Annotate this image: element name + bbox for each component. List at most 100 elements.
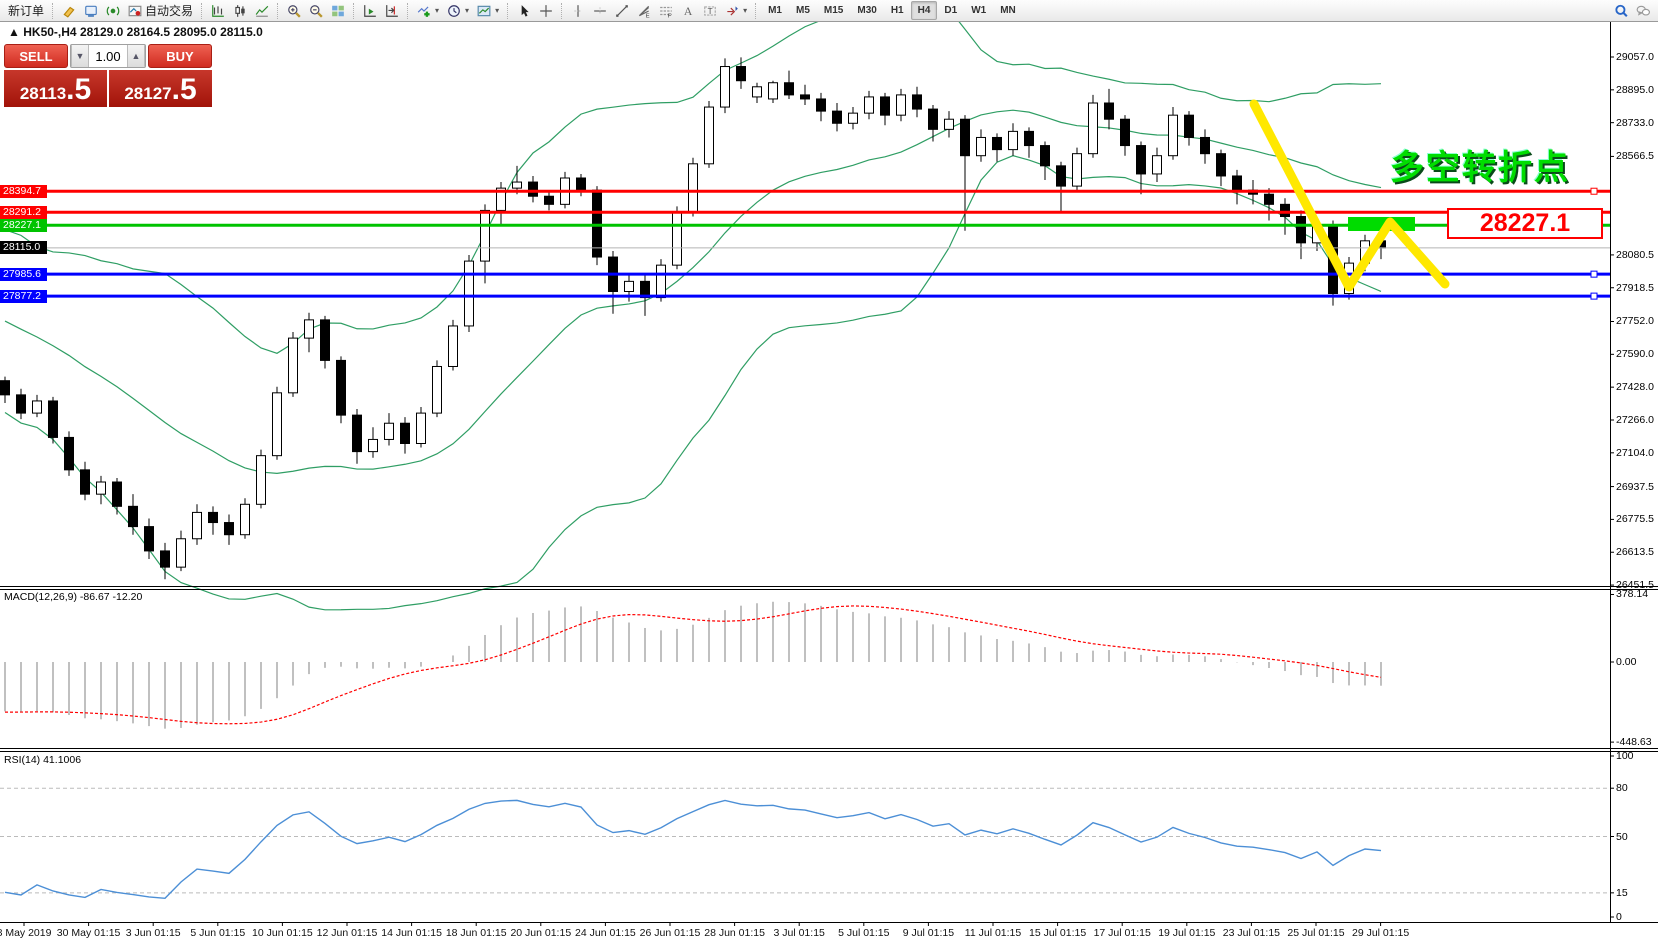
timeframe-h1-button[interactable]: H1	[890, 5, 904, 16]
cursor-button[interactable]	[513, 0, 535, 21]
timeframe-m1-button[interactable]: M1	[768, 5, 782, 16]
timeframe-w1-button[interactable]: W1	[971, 5, 987, 16]
svg-text:A: A	[684, 5, 693, 18]
zoom-in-icon	[288, 4, 301, 18]
auto-scroll-icon	[364, 4, 376, 17]
toolbar: 新订单 自动交易 ▾ ▾ ▾ E F A T ▾ M1 M5 M15 M30 H1 H4 D1 W1 MN	[0, 0, 1658, 22]
chart-window-button[interactable]	[80, 0, 102, 21]
fibonacci-retracement-icon: E	[638, 5, 650, 18]
crosshair-icon	[540, 4, 552, 17]
timeframe-m30-button[interactable]: M30	[857, 5, 877, 16]
text-label-icon: T	[704, 5, 716, 16]
candlestick-chart-button[interactable]	[229, 0, 251, 21]
buy-price[interactable]: 28127.5	[109, 70, 212, 107]
svg-text:T: T	[708, 7, 713, 16]
tile-windows-icon	[332, 5, 344, 16]
auto-trading-button[interactable]: 自动交易	[124, 0, 197, 21]
auto-trading-icon	[128, 5, 142, 16]
line-handle[interactable]	[1, 270, 9, 278]
line-chart-icon	[255, 5, 269, 17]
toolbar-separator	[407, 2, 409, 19]
crosshair-button[interactable]	[535, 0, 557, 21]
volume-stepper: ▼ ▲	[70, 44, 146, 68]
macd-pane	[4, 601, 1382, 729]
toolbar-separator	[755, 2, 757, 19]
horizontal-line-button[interactable]	[589, 0, 611, 21]
volume-increase-button[interactable]: ▲	[127, 45, 145, 67]
zoom-out-button[interactable]	[305, 0, 327, 21]
volume-decrease-button[interactable]: ▼	[71, 45, 89, 67]
chevron-down-icon: ▾	[743, 6, 748, 15]
trendline-button[interactable]	[611, 0, 633, 21]
vertical-line-button[interactable]	[567, 0, 589, 21]
timeframe-h4-button[interactable]: H4	[910, 1, 938, 20]
cursor-icon	[521, 4, 529, 17]
toolbar-separator	[201, 2, 203, 19]
volume-input[interactable]	[89, 45, 127, 67]
text-label-button[interactable]: T	[699, 0, 721, 21]
rsi-line	[4, 799, 1382, 900]
timeframe-mn-button[interactable]: MN	[1000, 5, 1016, 16]
timeframe-m15-button[interactable]: M15	[823, 5, 844, 16]
timeframe-d1-button[interactable]: D1	[944, 5, 958, 16]
line-handle[interactable]	[1590, 292, 1598, 300]
trendline-icon	[616, 4, 628, 17]
chart-window-icon	[85, 5, 97, 17]
chart-annotations[interactable]	[1249, 99, 1450, 292]
chat-icon	[1636, 5, 1650, 16]
svg-text:F: F	[668, 13, 672, 18]
indicators-button[interactable]: ▾	[413, 0, 443, 21]
timeframe-m5-button[interactable]: M5	[796, 5, 810, 16]
templates-button[interactable]: ▾	[473, 0, 503, 21]
sell-button[interactable]: SELL	[4, 44, 68, 68]
trend-zigzag[interactable]	[1249, 99, 1450, 292]
market-signal-icon	[106, 6, 120, 15]
line-handle[interactable]	[1590, 208, 1598, 216]
auto-trading-label: 自动交易	[145, 4, 194, 18]
bar-chart-button[interactable]	[207, 0, 229, 21]
market-signal-button[interactable]	[102, 0, 124, 21]
periods-button[interactable]: ▾	[443, 0, 473, 21]
line-handle[interactable]	[1, 292, 9, 300]
search-button[interactable]	[1610, 0, 1632, 21]
text-button[interactable]: A	[677, 0, 699, 21]
line-handle[interactable]	[1590, 187, 1598, 195]
highlighter-button[interactable]	[58, 0, 80, 21]
fibonacci-channel-button[interactable]: F	[655, 0, 677, 21]
toolbar-separator	[507, 2, 509, 19]
line-handle[interactable]	[1590, 221, 1598, 229]
macd-signal-line	[4, 605, 1382, 725]
toolbar-separator	[353, 2, 355, 19]
chart-shift-button[interactable]	[381, 0, 403, 21]
sell-price[interactable]: 28113.5	[4, 70, 107, 107]
candles-layer	[0, 57, 1386, 580]
new-order-button[interactable]: 新订单	[4, 0, 48, 21]
periods-icon	[448, 4, 460, 17]
candlestick-chart-icon	[235, 4, 245, 17]
toolbar-separator	[561, 2, 563, 19]
line-handle[interactable]	[1590, 270, 1598, 278]
new-order-label: 新订单	[8, 4, 45, 18]
chat-button[interactable]	[1632, 0, 1654, 21]
indicators-icon	[417, 6, 430, 17]
buy-button[interactable]: BUY	[148, 44, 212, 68]
tile-windows-button[interactable]	[327, 0, 349, 21]
arrows-button[interactable]: ▾	[721, 0, 751, 21]
rsi-pane	[0, 787, 1610, 900]
axes-frame	[0, 22, 1658, 926]
auto-scroll-button[interactable]	[359, 0, 381, 21]
vertical-line-icon	[574, 4, 582, 17]
highlighter-icon	[63, 6, 75, 18]
horizontal-line-icon	[594, 7, 606, 14]
arrows-icon	[727, 5, 738, 15]
fibonacci-retracement-button[interactable]: E	[633, 0, 655, 21]
bollinger-bands	[4, 0, 1382, 611]
line-chart-button[interactable]	[251, 0, 273, 21]
one-click-trading-panel: SELL ▼ ▲ BUY 28113.5 28127.5	[4, 44, 212, 107]
svg-text:E: E	[646, 13, 650, 18]
bar-chart-icon	[212, 4, 224, 17]
text-icon: A	[684, 5, 693, 18]
zoom-in-button[interactable]	[283, 0, 305, 21]
